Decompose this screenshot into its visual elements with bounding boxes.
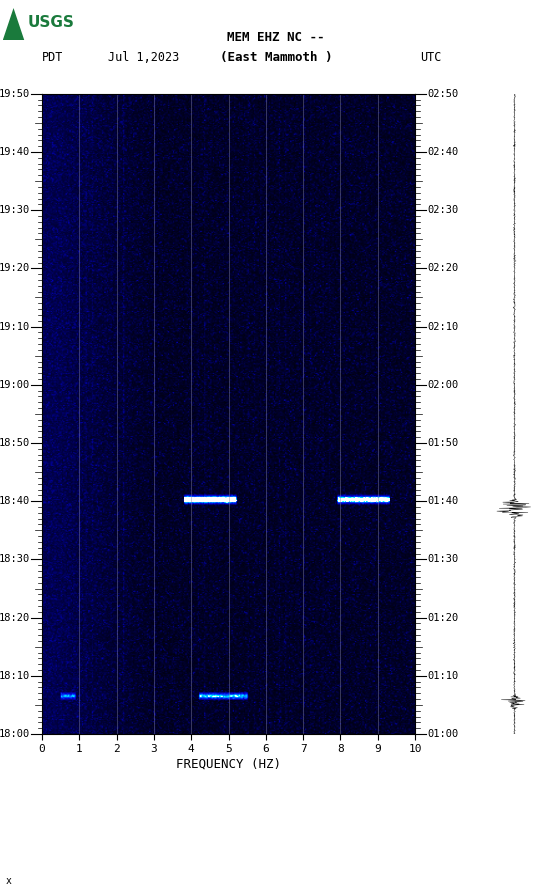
Text: 18:00: 18:00 bbox=[0, 729, 30, 739]
Text: 01:30: 01:30 bbox=[427, 555, 459, 564]
X-axis label: FREQUENCY (HZ): FREQUENCY (HZ) bbox=[176, 757, 281, 771]
Text: MEM EHZ NC --: MEM EHZ NC -- bbox=[227, 31, 325, 45]
Text: 02:20: 02:20 bbox=[427, 263, 459, 273]
Text: (East Mammoth ): (East Mammoth ) bbox=[220, 51, 332, 64]
Polygon shape bbox=[3, 8, 24, 40]
Text: 18:30: 18:30 bbox=[0, 555, 30, 564]
Text: 01:20: 01:20 bbox=[427, 613, 459, 622]
Text: 01:40: 01:40 bbox=[427, 497, 459, 506]
Text: 19:10: 19:10 bbox=[0, 321, 30, 331]
Text: 18:50: 18:50 bbox=[0, 438, 30, 448]
Text: 18:10: 18:10 bbox=[0, 671, 30, 680]
Text: USGS: USGS bbox=[28, 15, 75, 29]
Text: 02:30: 02:30 bbox=[427, 205, 459, 215]
Text: 19:40: 19:40 bbox=[0, 147, 30, 157]
Text: 19:30: 19:30 bbox=[0, 205, 30, 215]
Text: 18:20: 18:20 bbox=[0, 613, 30, 622]
Text: 18:40: 18:40 bbox=[0, 497, 30, 506]
Text: Jul 1,2023: Jul 1,2023 bbox=[108, 51, 179, 64]
Text: 19:20: 19:20 bbox=[0, 263, 30, 273]
Text: UTC: UTC bbox=[421, 51, 442, 64]
Text: x: x bbox=[6, 876, 12, 886]
Text: 01:50: 01:50 bbox=[427, 438, 459, 448]
Text: 01:10: 01:10 bbox=[427, 671, 459, 680]
Text: 19:50: 19:50 bbox=[0, 88, 30, 99]
Text: PDT: PDT bbox=[42, 51, 63, 64]
Text: 02:00: 02:00 bbox=[427, 380, 459, 390]
Text: 02:50: 02:50 bbox=[427, 88, 459, 99]
Text: 19:00: 19:00 bbox=[0, 380, 30, 390]
Text: 02:40: 02:40 bbox=[427, 147, 459, 157]
Text: 02:10: 02:10 bbox=[427, 321, 459, 331]
Text: 01:00: 01:00 bbox=[427, 729, 459, 739]
